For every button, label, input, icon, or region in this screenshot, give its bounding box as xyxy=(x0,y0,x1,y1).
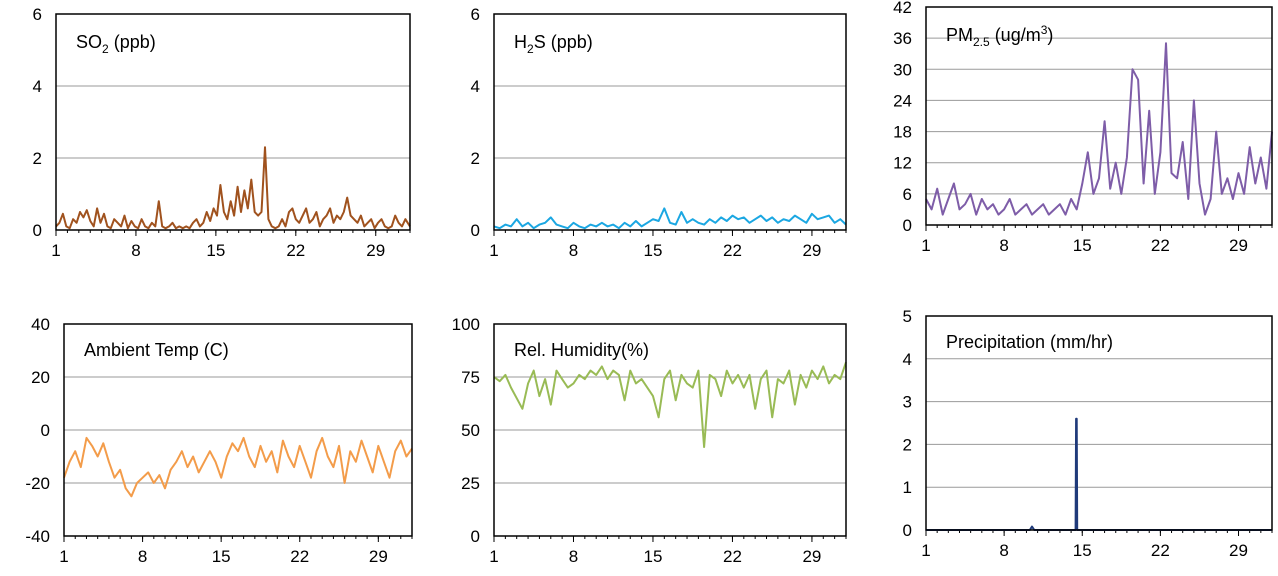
y-tick-label: 0 xyxy=(471,527,480,546)
series-line xyxy=(493,361,847,448)
y-tick-label: 75 xyxy=(461,368,480,387)
y-tick-label: 2 xyxy=(471,149,480,168)
y-tick-label: -40 xyxy=(25,527,50,546)
y-tick-label: 6 xyxy=(33,5,42,24)
x-tick-label: 15 xyxy=(206,241,225,260)
series-line xyxy=(493,207,847,230)
y-tick-label: 18 xyxy=(893,123,912,142)
x-tick-label: 1 xyxy=(489,547,498,566)
y-tick-label: 2 xyxy=(903,435,912,454)
x-tick-label: 22 xyxy=(723,547,742,566)
y-tick-label: 1 xyxy=(903,478,912,497)
chart-title: Ambient Temp (C) xyxy=(84,340,229,360)
y-tick-label: 50 xyxy=(461,421,480,440)
x-tick-label: 15 xyxy=(644,547,663,566)
x-tick-label: 1 xyxy=(59,547,68,566)
y-tick-label: 5 xyxy=(903,307,912,326)
y-tick-label: 3 xyxy=(903,393,912,412)
x-tick-label: 29 xyxy=(802,241,821,260)
plot-frame xyxy=(493,323,847,537)
y-tick-label: 0 xyxy=(41,421,50,440)
x-tick-label: 29 xyxy=(1229,236,1248,255)
x-tick-label: 22 xyxy=(1151,236,1170,255)
x-tick-label: 8 xyxy=(999,236,1008,255)
chart-title: H2S (ppb) xyxy=(514,32,593,56)
y-tick-label: 25 xyxy=(461,474,480,493)
plot-frame xyxy=(63,323,413,537)
x-tick-label: 8 xyxy=(569,547,578,566)
series-line xyxy=(63,436,413,498)
x-tick-label: 29 xyxy=(802,547,821,566)
chart-svg-2: 0 2 4 6 1 8 15 22 29 H2S (ppb) xyxy=(471,5,847,260)
y-tick-label: 42 xyxy=(893,0,912,17)
x-tick-label: 8 xyxy=(569,241,578,260)
x-tick-label: 22 xyxy=(1151,541,1170,560)
chart-svg-4: -40 -20 0 20 40 1 8 15 22 29 Ambient Temp (C) xyxy=(25,315,413,566)
y-tick-label: 100 xyxy=(452,315,480,334)
x-tick-label: 29 xyxy=(366,241,385,260)
x-tick-label: 1 xyxy=(921,236,930,255)
x-tick-label: 1 xyxy=(51,241,60,260)
y-tick-label: 12 xyxy=(893,154,912,173)
y-tick-label: 36 xyxy=(893,29,912,48)
chart-panel-1: 0 2 4 6 1 8 15 22 29 SO2 (ppb) xyxy=(0,0,420,275)
y-tick-label: 40 xyxy=(31,315,50,334)
plot-frame xyxy=(925,6,1273,226)
y-tick-label: 0 xyxy=(903,521,912,540)
x-tick-label: 22 xyxy=(723,241,742,260)
x-tick-label: 15 xyxy=(1073,541,1092,560)
x-tick-label: 8 xyxy=(999,541,1008,560)
x-tick-label: 15 xyxy=(644,241,663,260)
series-line xyxy=(925,42,1273,216)
chart-panel-3: 0 6 12 18 24 30 36 42 1 8 15 22 29 PM2.5 (ug/m3) xyxy=(860,0,1278,275)
chart-title: SO2 (ppb) xyxy=(76,32,156,56)
chart-panel-6: 0 1 2 3 4 5 1 8 15 22 29 Precipitation (mm/hr) xyxy=(860,300,1278,576)
y-tick-label: 0 xyxy=(903,216,912,235)
y-tick-label: 2 xyxy=(33,149,42,168)
y-tick-label: 30 xyxy=(893,60,912,79)
x-tick-label: 15 xyxy=(1073,236,1092,255)
series-line xyxy=(55,146,411,230)
plot-frame xyxy=(55,13,411,231)
chart-title: PM2.5 (ug/m3) xyxy=(946,23,1053,49)
y-tick-label: 0 xyxy=(471,221,480,240)
x-tick-label: 1 xyxy=(921,541,930,560)
x-tick-label: 22 xyxy=(286,241,305,260)
y-tick-label: 24 xyxy=(893,91,912,110)
x-tick-label: 1 xyxy=(489,241,498,260)
y-tick-label: 6 xyxy=(471,5,480,24)
y-tick-label: -20 xyxy=(25,474,50,493)
y-tick-label: 20 xyxy=(31,368,50,387)
y-tick-label: 4 xyxy=(33,77,42,96)
chart-title: Precipitation (mm/hr) xyxy=(946,332,1113,352)
y-tick-label: 4 xyxy=(471,77,480,96)
y-tick-label: 4 xyxy=(903,350,912,369)
y-tick-label: 6 xyxy=(903,185,912,204)
y-tick-label: 0 xyxy=(33,221,42,240)
series-line xyxy=(926,417,1272,531)
chart-svg-5: 0 25 50 75 100 1 8 15 22 29 Rel. Humidity(%) xyxy=(452,315,847,566)
plot-frame xyxy=(493,13,847,231)
chart-panel-5: 0 25 50 75 100 1 8 15 22 29 Rel. Humidity(%) xyxy=(430,300,850,576)
chart-panel-2: 0 2 4 6 1 8 15 22 29 H2S (ppb) xyxy=(430,0,850,275)
x-tick-label: 15 xyxy=(212,547,231,566)
x-tick-label: 22 xyxy=(290,547,309,566)
x-tick-label: 29 xyxy=(369,547,388,566)
x-tick-label: 8 xyxy=(138,547,147,566)
x-tick-label: 29 xyxy=(1229,541,1248,560)
plot-frame xyxy=(925,315,1273,531)
x-tick-label: 8 xyxy=(131,241,140,260)
chart-panel-4: -40 -20 0 20 40 1 8 15 22 29 Ambient Temp (C) xyxy=(0,300,420,576)
chart-title: Rel. Humidity(%) xyxy=(514,340,649,360)
chart-svg-1: 0 2 4 6 1 8 15 22 29 SO2 (ppb) xyxy=(33,5,411,260)
